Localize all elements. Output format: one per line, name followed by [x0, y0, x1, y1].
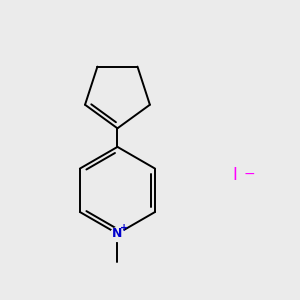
Text: I: I: [233, 166, 238, 184]
Text: +: +: [120, 223, 128, 233]
Text: N: N: [112, 226, 123, 240]
Text: −: −: [243, 167, 255, 181]
